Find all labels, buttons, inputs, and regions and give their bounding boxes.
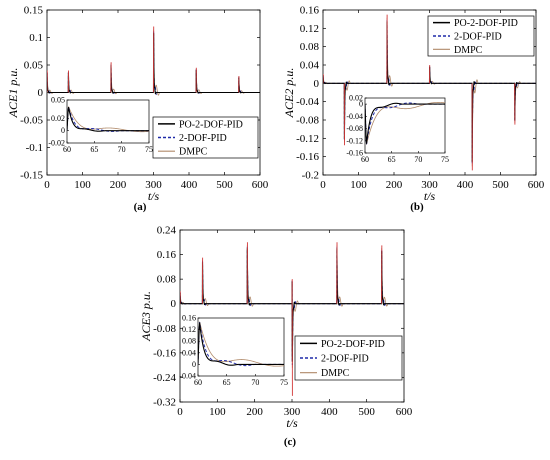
y-tick-label: -0.1 (26, 142, 43, 154)
legend-label: DMPC (321, 368, 350, 379)
legend-label: 2-DOF-PID (454, 32, 502, 43)
inset-plot-area (198, 318, 284, 376)
x-tick-label: 600 (528, 179, 545, 191)
legend-label: PO-2-DOF-PID (179, 119, 243, 130)
legend: PO-2-DOF-PID 2-DOF-PID DMPC (428, 16, 534, 56)
x-axis-label: t/s (286, 416, 298, 430)
y-tick-label: -0.32 (153, 397, 176, 409)
x-tick-label: 400 (321, 406, 338, 418)
y-tick-label: 0.24 (157, 225, 177, 237)
y-tick-label: 0.08 (300, 41, 320, 53)
inset-x-tick-label: 70 (251, 378, 259, 387)
x-tick-label: 500 (216, 179, 233, 191)
inset-y-tick-label: 0.12 (182, 325, 196, 334)
inset-plot-area (67, 100, 149, 143)
legend-label: DMPC (179, 147, 208, 158)
x-axis-label: t/s (148, 189, 160, 203)
x-tick-label: 0 (44, 179, 50, 191)
y-tick-label: 0.04 (300, 60, 320, 72)
inset-x-tick-label: 75 (145, 145, 153, 154)
legend-label: PO-2-DOF-PID (321, 339, 385, 350)
inset-y-tick-label: -0.04 (179, 372, 196, 381)
inset-y-tick-label: 0.04 (182, 348, 196, 357)
x-tick-label: 200 (386, 179, 403, 191)
y-tick-label: -0.08 (153, 323, 176, 335)
inset-x-tick-label: 70 (414, 155, 422, 164)
inset-y-tick-label: 0.02 (349, 94, 363, 103)
inset-x-tick-label: 75 (280, 378, 288, 387)
y-axis-label: ACE1 p.u. (6, 68, 20, 119)
y-tick-label: 0 (38, 87, 44, 99)
x-tick-label: 200 (110, 179, 127, 191)
y-tick-label: -0.24 (153, 372, 176, 384)
y-tick-label: 0.08 (157, 274, 177, 286)
y-tick-label: -0.05 (20, 115, 43, 127)
legend-label: 2-DOF-PID (179, 133, 227, 144)
inset-x-tick-label: 70 (118, 145, 126, 154)
x-tick-label: 0 (177, 406, 183, 418)
y-tick-label: 0 (314, 78, 320, 90)
x-axis-label: t/s (424, 189, 436, 203)
x-tick-label: 600 (252, 179, 269, 191)
panel-label: (b) (410, 201, 424, 213)
inset-y-tick-label: -0.16 (346, 149, 363, 158)
x-tick-label: 500 (492, 179, 509, 191)
inset-y-tick-label: -0.04 (346, 112, 363, 121)
y-tick-label: -0.04 (296, 96, 319, 108)
inset-plot-area (365, 98, 445, 153)
inset-x-tick-label: 65 (90, 145, 98, 154)
x-tick-label: 400 (457, 179, 474, 191)
inset-y-tick-label: -0.08 (346, 124, 363, 133)
inset-y-tick-label: 0.05 (51, 96, 65, 105)
y-tick-label: 0.16 (300, 5, 320, 17)
inset-y-tick-label: 0.16 (182, 314, 196, 323)
inset-y-tick-label: 0 (192, 360, 196, 369)
y-tick-label: -0.2 (302, 170, 319, 182)
y-tick-label: -0.16 (153, 347, 176, 359)
y-axis-label: ACE2 p.u. (282, 68, 296, 119)
y-tick-label: 0.05 (24, 60, 44, 72)
y-tick-label: 0.16 (157, 249, 177, 261)
y-tick-label: -0.16 (296, 151, 319, 163)
y-axis-label: ACE3 p.u. (139, 291, 153, 342)
x-tick-label: 100 (74, 179, 91, 191)
inset-y-tick-label: 0.08 (182, 337, 196, 346)
legend-label: PO-2-DOF-PID (454, 18, 518, 29)
x-tick-label: 200 (246, 406, 263, 418)
x-tick-label: 100 (209, 406, 226, 418)
inset-y-tick-label: 0.02 (51, 114, 65, 123)
inset-x-tick-label: 65 (388, 155, 396, 164)
panel-label: (c) (284, 436, 297, 448)
x-tick-label: 400 (181, 179, 198, 191)
y-tick-label: 0.1 (29, 32, 43, 44)
inset-x-tick-label: 75 (441, 155, 449, 164)
x-tick-label: 600 (396, 406, 413, 418)
y-tick-label: -0.08 (296, 115, 319, 127)
inset-x-tick-label: 65 (223, 378, 231, 387)
x-tick-label: 100 (350, 179, 367, 191)
legend-label: 2-DOF-PID (321, 354, 369, 365)
inset-y-tick-label: -0.02 (48, 139, 65, 148)
y-tick-label: 0.12 (300, 23, 319, 35)
inset-y-tick-label: -0.12 (346, 136, 363, 145)
y-tick-label: 0 (171, 298, 177, 310)
legend-label: DMPC (454, 45, 483, 56)
y-tick-label: 0.15 (24, 5, 44, 17)
y-tick-label: -0.15 (20, 170, 43, 182)
legend: PO-2-DOF-PID 2-DOF-PID DMPC (295, 336, 402, 380)
panel-label: (a) (134, 201, 147, 213)
legend: PO-2-DOF-PID 2-DOF-PID DMPC (153, 117, 258, 158)
x-tick-label: 0 (320, 179, 326, 191)
inset-y-tick-label: 0 (61, 126, 65, 135)
y-tick-label: -0.12 (296, 133, 319, 145)
x-tick-label: 500 (358, 406, 375, 418)
